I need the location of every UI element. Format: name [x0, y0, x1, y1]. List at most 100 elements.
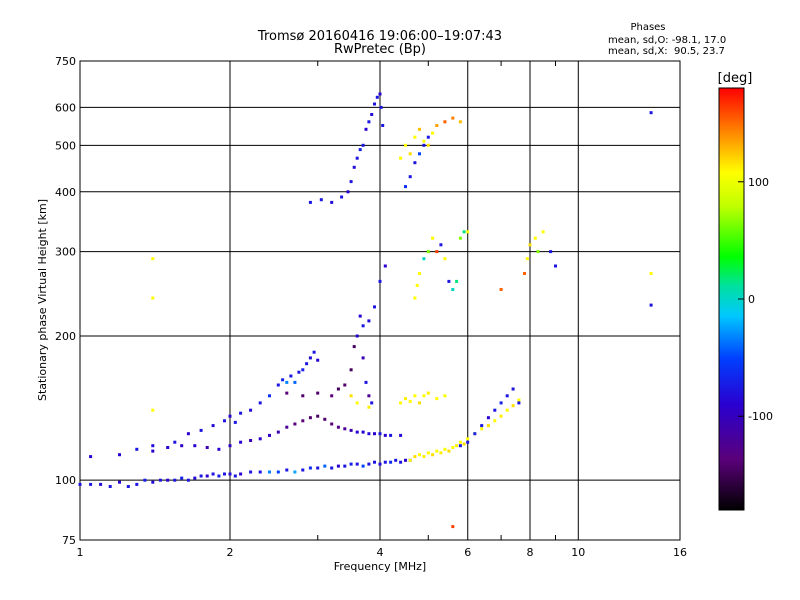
echo-point	[511, 387, 515, 391]
echo-point	[336, 425, 340, 429]
echo-point	[151, 480, 155, 484]
echo-point	[426, 391, 430, 395]
echo-point	[458, 440, 462, 444]
echo-point	[426, 135, 430, 139]
echo-point	[297, 370, 301, 374]
echo-point	[408, 175, 412, 179]
echo-point	[89, 482, 93, 486]
echo-point	[223, 419, 226, 423]
echo-point	[443, 120, 447, 124]
echo-point	[330, 466, 334, 470]
echo-point	[443, 257, 447, 261]
echo-point	[418, 272, 421, 275]
echo-point	[352, 345, 356, 349]
echo-point	[336, 464, 340, 468]
echo-point	[389, 433, 393, 437]
echo-point	[343, 427, 347, 431]
echo-point	[435, 124, 439, 127]
echo-points	[78, 92, 653, 529]
echo-point	[151, 444, 155, 448]
echo-point	[217, 474, 221, 478]
echo-point	[285, 391, 289, 395]
y-tick-label: 75	[62, 534, 76, 547]
echo-point	[166, 446, 170, 449]
echo-point	[517, 401, 521, 405]
echo-point	[426, 250, 430, 254]
phases-x-stats: mean, sd,X: 90.5, 23.7	[608, 46, 725, 57]
echo-point	[399, 433, 403, 437]
echo-point	[413, 161, 417, 165]
echo-point	[408, 458, 412, 462]
echo-point	[499, 414, 503, 418]
echo-point	[435, 449, 439, 453]
echo-point	[373, 102, 376, 106]
echo-point	[649, 272, 653, 275]
echo-point	[108, 485, 112, 488]
echo-point	[276, 430, 280, 434]
echo-point	[285, 380, 289, 384]
echo-point	[330, 394, 334, 398]
echo-point	[431, 131, 435, 135]
echo-point	[443, 394, 447, 398]
echo-point	[233, 420, 237, 424]
echo-point	[239, 472, 243, 476]
echo-point	[413, 296, 417, 300]
y-axis-label: Stationary phase Virtual Height [km]	[36, 199, 49, 401]
echo-point	[361, 430, 365, 434]
echo-point	[418, 127, 421, 131]
echo-point	[523, 272, 526, 275]
echo-point	[367, 394, 371, 398]
echo-point	[378, 432, 382, 436]
echo-point	[439, 243, 443, 247]
echo-point	[180, 444, 184, 448]
echo-point	[422, 143, 426, 147]
echo-point	[455, 279, 459, 283]
echo-point	[358, 148, 362, 152]
echo-point	[118, 480, 121, 484]
echo-point	[205, 446, 209, 449]
echo-point	[180, 476, 184, 480]
echo-point	[426, 451, 430, 455]
echo-point	[276, 470, 280, 474]
echo-point	[343, 464, 347, 468]
echo-point	[151, 408, 155, 412]
echo-point	[451, 288, 455, 291]
echo-point	[394, 458, 398, 462]
echo-point	[370, 401, 374, 405]
chart-subtitle: RwPretec (Bp)	[334, 42, 426, 57]
echo-point	[258, 437, 262, 441]
echo-point	[361, 356, 365, 360]
phases-heading: Phases	[630, 22, 665, 33]
echo-point	[649, 303, 653, 307]
echo-point	[268, 433, 271, 437]
echo-point	[447, 279, 451, 283]
echo-point	[308, 200, 312, 204]
echo-point	[486, 416, 490, 420]
echo-point	[143, 478, 147, 482]
x-tick-labels: 1 2 4 6 8 10 16	[77, 546, 688, 559]
echo-point	[223, 472, 226, 476]
echo-point	[466, 437, 470, 441]
y-tick-label: 200	[55, 330, 76, 343]
echo-point	[343, 383, 347, 387]
echo-point	[536, 250, 540, 254]
echo-point	[462, 442, 466, 446]
echo-point	[549, 250, 553, 254]
echo-point	[367, 319, 371, 323]
echo-point	[408, 152, 412, 156]
axis-ticks	[317, 61, 556, 540]
echo-point	[312, 350, 316, 354]
echo-point	[431, 453, 435, 457]
echo-point	[466, 440, 470, 444]
echo-point	[422, 257, 426, 261]
echo-point	[528, 243, 532, 247]
echo-point	[447, 449, 451, 453]
echo-point	[323, 464, 327, 468]
x-tick-label: 6	[464, 546, 471, 559]
echo-point	[233, 474, 237, 478]
x-tick-label: 4	[377, 546, 384, 559]
colorbar-label: [deg]	[718, 71, 753, 86]
echo-point	[349, 368, 353, 372]
echo-point	[486, 424, 490, 428]
